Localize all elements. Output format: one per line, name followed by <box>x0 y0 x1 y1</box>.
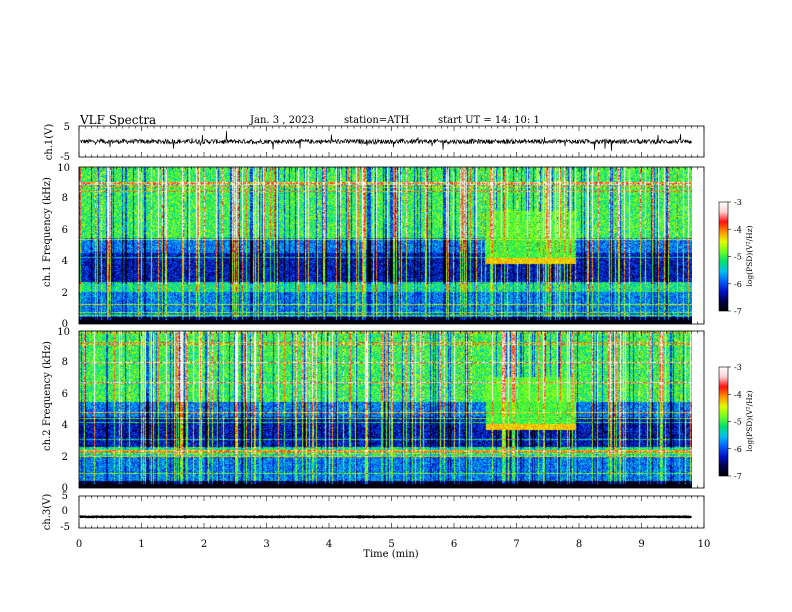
ch2-spectrogram-canvas <box>79 331 692 488</box>
colorbar-tick-label: -3 <box>734 363 742 372</box>
ch2-spectrogram-image <box>79 331 692 488</box>
ch1-spectrogram-panel: 0 2 4 6 8 10 ch.1 Frequency (kHz) <box>42 163 705 330</box>
ch2-spectrogram-ylabel: ch.2 Frequency (kHz) <box>42 341 53 451</box>
ch2-colorbar: -3 -4 -5 -6 -7 log(PSD)(V²/Hz) <box>718 363 754 481</box>
ch1-waveform-ticks <box>78 126 705 157</box>
ch1-waveform-panel: 5 -5 ch.1(V) <box>44 122 705 163</box>
colorbar-tick-label: -6 <box>734 280 742 289</box>
ch2-ytick-0: 0 <box>62 483 68 494</box>
time-tick-label: 8 <box>576 539 582 550</box>
colorbar-tick-label: -7 <box>734 472 742 481</box>
ch2-ytick-10: 10 <box>57 327 70 338</box>
time-tick-label: 0 <box>76 539 82 550</box>
time-axis-label: Time (min) <box>363 549 418 560</box>
ch2-ytick-4: 4 <box>62 420 68 431</box>
time-tick-label: 9 <box>638 539 644 550</box>
ch2-ytick-8: 8 <box>62 357 68 368</box>
ch3-waveform-ylabel: ch.3(V) <box>42 494 53 531</box>
time-tick-label: 3 <box>263 539 269 550</box>
colorbar-tick-label: -6 <box>734 445 742 454</box>
ch3-ytick-top: 5 <box>62 491 68 502</box>
time-tick-label: 7 <box>513 539 519 550</box>
ch1-spectrogram-canvas <box>79 167 692 324</box>
ch1-ytick-bottom: -5 <box>60 152 70 163</box>
ch1-ytick-6: 6 <box>62 225 68 236</box>
colorbar-tick-label: -3 <box>734 198 742 207</box>
station-label: station=ATH <box>344 115 410 126</box>
date-label: Jan. 3 , 2023 <box>249 115 314 126</box>
ch3-ytick-mid: 0 <box>62 506 68 517</box>
time-axis-tick-labels: 0 1 2 3 4 5 6 7 8 9 10 <box>76 539 711 550</box>
ch1-ytick-10: 10 <box>57 163 70 174</box>
start-ut-label: start UT = 14: 10: 1 <box>438 115 540 126</box>
ch1-ytick-2: 2 <box>62 288 68 299</box>
time-tick-label: 10 <box>698 539 711 550</box>
ch1-colorbar: -3 -4 -5 -6 -7 log(PSD)(V²/Hz) <box>718 198 754 316</box>
time-tick-label: 2 <box>201 539 207 550</box>
ch1-spectrogram-image <box>79 167 692 324</box>
ch2-ytick-2: 2 <box>62 452 68 463</box>
ch1-spectrogram-ylabel-text: ch.1 Frequency (kHz) <box>42 177 53 287</box>
ch2-spectrogram-ylabel-text: ch.2 Frequency (kHz) <box>42 341 53 451</box>
ch1-colorbar-label: log(PSD)(V²/Hz) <box>745 225 754 286</box>
ch1-ytick-4: 4 <box>62 256 68 267</box>
ch1-spectrogram-ylabel: ch.1 Frequency (kHz) <box>42 177 53 287</box>
ch3-waveform-frame <box>78 495 705 529</box>
ch2-spectrogram-ticks <box>78 331 705 488</box>
ch3-waveform-panel: 5 0 -5 ch.3(V) <box>42 491 705 533</box>
colorbar-tick-label: -5 <box>734 253 742 262</box>
ch2-colorbar-ticks: -3 -4 -5 -6 -7 <box>728 363 742 481</box>
time-tick-label: 5 <box>388 539 394 550</box>
colorbar-tick-label: -4 <box>734 225 742 234</box>
colorbar-tick-label: -7 <box>734 307 742 316</box>
ch1-ytick-top: 5 <box>64 122 70 133</box>
time-tick-label: 1 <box>138 539 144 550</box>
figure-title: VLF Spectra <box>79 113 156 127</box>
ch1-ytick-0: 0 <box>62 319 68 330</box>
ch2-colorbar-label: log(PSD)(V²/Hz) <box>745 390 754 451</box>
ch2-ytick-6: 6 <box>62 389 68 400</box>
ch1-ytick-8: 8 <box>62 193 68 204</box>
ch1-spectrogram-ticks <box>78 167 705 324</box>
ch1-colorbar-scale <box>718 201 729 312</box>
time-tick-label: 4 <box>326 539 332 550</box>
ch1-waveform-ylabel: ch.1(V) <box>44 124 55 161</box>
ch1-colorbar-ticks: -3 -4 -5 -6 -7 <box>728 198 742 316</box>
time-tick-label: 6 <box>451 539 457 550</box>
ch2-spectrogram-panel: 0 2 4 6 8 10 ch.2 Frequency (kHz) <box>42 327 705 494</box>
ch2-spectrogram-blank-tail <box>692 331 704 488</box>
ch3-waveform-ticks <box>78 496 705 528</box>
ch1-spectrogram-blank-tail <box>692 167 704 324</box>
ch3-ytick-bottom: -5 <box>60 522 70 533</box>
colorbar-tick-label: -4 <box>734 390 742 399</box>
colorbar-tick-label: -5 <box>734 418 742 427</box>
ch1-waveform-trace <box>79 130 692 152</box>
ch3-waveform-trace <box>79 514 693 519</box>
ch2-colorbar-scale <box>718 366 729 477</box>
